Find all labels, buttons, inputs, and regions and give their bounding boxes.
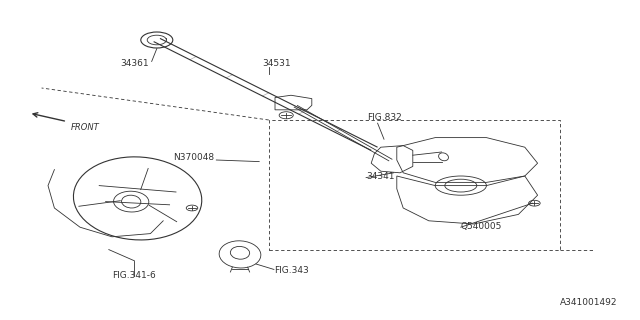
Bar: [269, 120, 560, 250]
Text: FIG.341-6: FIG.341-6: [113, 271, 156, 280]
Text: FIG.832: FIG.832: [367, 113, 401, 122]
Text: 34361: 34361: [120, 59, 148, 68]
Text: Q540005: Q540005: [461, 222, 502, 231]
Text: FIG.343: FIG.343: [274, 266, 308, 275]
Text: 34341: 34341: [366, 172, 395, 181]
Text: FRONT: FRONT: [70, 123, 99, 132]
Text: N370048: N370048: [173, 153, 214, 162]
Text: 34531: 34531: [262, 59, 291, 68]
Text: A341001492: A341001492: [560, 298, 618, 307]
